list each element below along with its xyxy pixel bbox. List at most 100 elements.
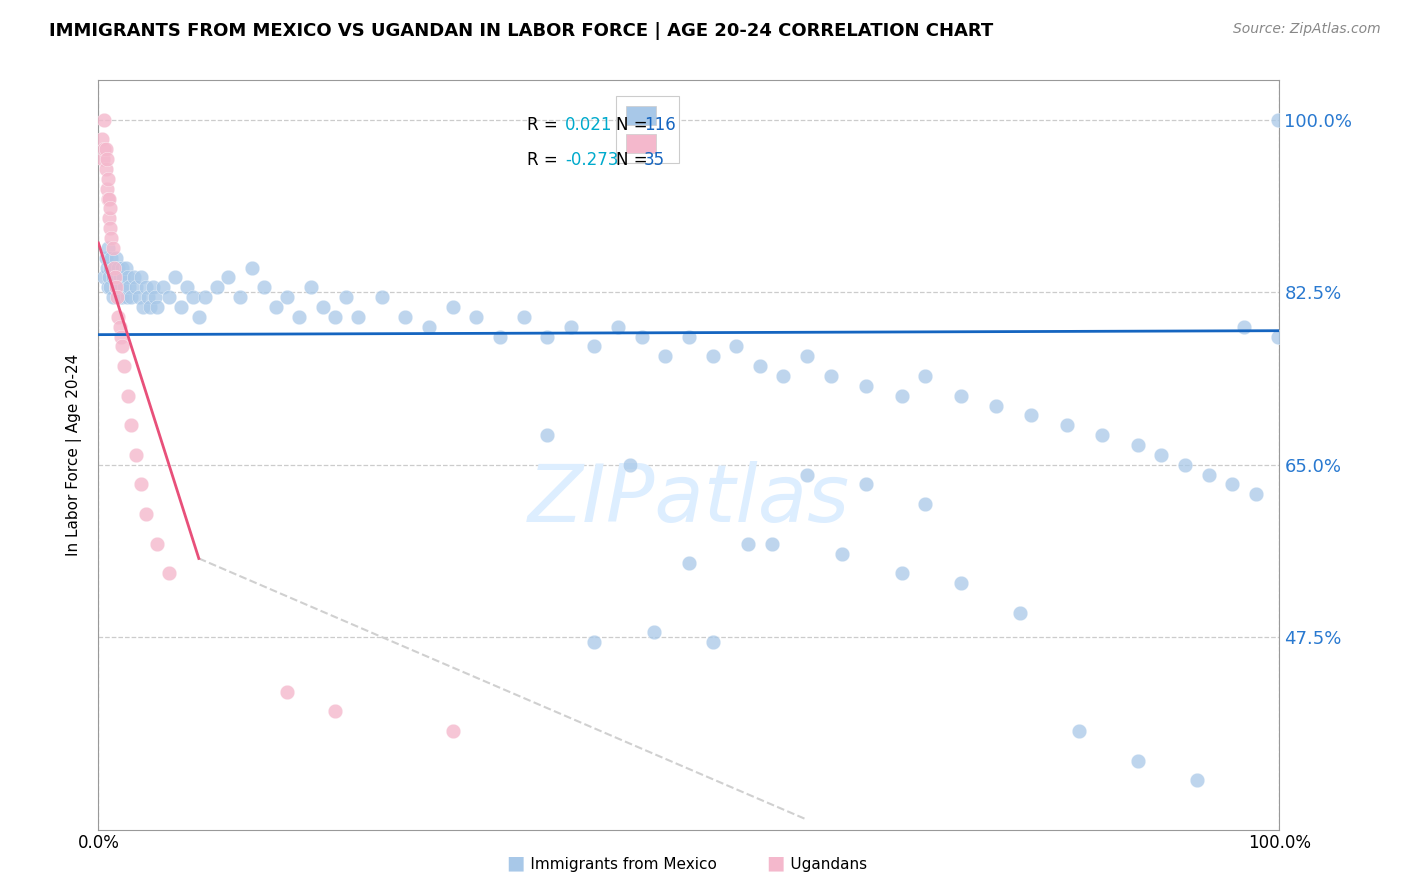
Point — [607, 319, 630, 334]
Point — [187, 310, 209, 324]
Point — [146, 300, 169, 314]
Point — [125, 448, 148, 462]
Point — [619, 458, 641, 472]
Point — [112, 359, 135, 374]
Text: ZIPatlas: ZIPatlas — [527, 461, 851, 539]
Point — [125, 280, 148, 294]
Point — [101, 270, 124, 285]
Point — [118, 280, 141, 294]
Point — [93, 142, 115, 156]
Point — [142, 280, 165, 294]
Point — [112, 280, 135, 294]
Point — [1067, 723, 1090, 738]
Point — [1185, 773, 1208, 788]
Point — [100, 251, 122, 265]
Point — [312, 300, 335, 314]
Point — [98, 192, 121, 206]
Point — [1267, 112, 1289, 127]
Point — [831, 547, 853, 561]
Point — [855, 477, 877, 491]
Point — [240, 260, 263, 275]
Point — [702, 349, 724, 363]
Point — [117, 389, 139, 403]
Point — [121, 290, 143, 304]
Point — [748, 359, 770, 374]
Point — [347, 310, 370, 324]
Point — [441, 723, 464, 738]
Point — [129, 477, 152, 491]
Point — [143, 290, 166, 304]
Point — [111, 260, 134, 275]
Point — [702, 635, 724, 649]
Point — [1244, 487, 1267, 501]
Point — [276, 290, 298, 304]
Point — [253, 280, 276, 294]
Point — [105, 251, 128, 265]
Point — [108, 270, 131, 285]
Point — [489, 329, 512, 343]
Point — [165, 270, 187, 285]
Point — [110, 329, 132, 343]
Legend: , : , — [616, 96, 679, 163]
Point — [1150, 448, 1173, 462]
Point — [100, 231, 122, 245]
Text: Source: ZipAtlas.com: Source: ZipAtlas.com — [1233, 22, 1381, 37]
Point — [560, 319, 582, 334]
Point — [112, 270, 135, 285]
Point — [796, 349, 818, 363]
Point — [1021, 409, 1043, 423]
Point — [146, 536, 169, 550]
Point — [737, 536, 759, 550]
Text: 116: 116 — [644, 116, 676, 134]
Point — [984, 399, 1007, 413]
Point — [914, 497, 936, 511]
Point — [323, 704, 346, 718]
Point — [91, 152, 114, 166]
Point — [128, 290, 150, 304]
Point — [98, 202, 121, 216]
Point — [139, 300, 162, 314]
Point — [772, 369, 794, 384]
Point — [122, 270, 145, 285]
Point — [105, 290, 128, 304]
Text: ■: ■ — [766, 854, 785, 872]
Point — [678, 329, 700, 343]
Y-axis label: In Labor Force | Age 20-24: In Labor Force | Age 20-24 — [66, 354, 83, 556]
Point — [94, 251, 117, 265]
Point — [98, 270, 121, 285]
Point — [1091, 428, 1114, 442]
Point — [157, 566, 180, 581]
Point — [98, 260, 121, 275]
Point — [132, 300, 155, 314]
Point — [796, 467, 818, 482]
Point — [105, 270, 128, 285]
Point — [114, 260, 136, 275]
Point — [135, 280, 157, 294]
Point — [1056, 418, 1078, 433]
Point — [949, 576, 972, 591]
Point — [855, 379, 877, 393]
Point — [94, 161, 117, 176]
Point — [1126, 438, 1149, 452]
Point — [101, 290, 124, 304]
Point — [1233, 319, 1256, 334]
Point — [98, 221, 121, 235]
Point — [371, 290, 394, 304]
Point — [1174, 458, 1197, 472]
Point — [761, 536, 783, 550]
Point — [288, 310, 311, 324]
Point — [93, 112, 115, 127]
Point — [1126, 754, 1149, 768]
Point — [111, 290, 134, 304]
Point — [1008, 606, 1031, 620]
Point — [181, 290, 204, 304]
Point — [104, 270, 127, 285]
Point — [217, 270, 239, 285]
Point — [1198, 467, 1220, 482]
Point — [890, 389, 912, 403]
Point — [536, 329, 558, 343]
Point — [135, 507, 157, 521]
Point — [229, 290, 252, 304]
Point — [725, 339, 748, 353]
Point — [643, 625, 665, 640]
